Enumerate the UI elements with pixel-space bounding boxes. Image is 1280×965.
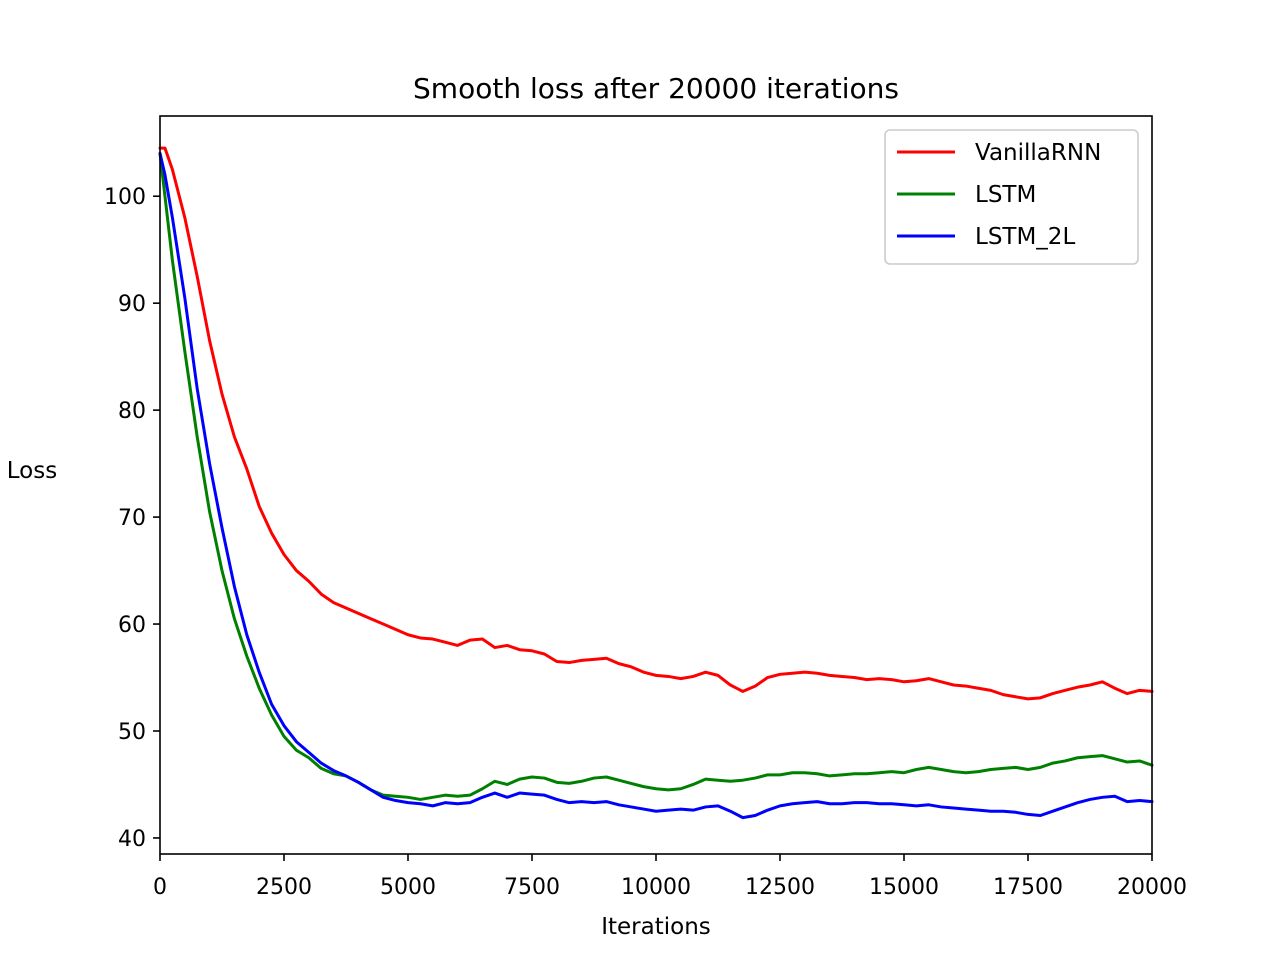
legend-label: LSTM [975,182,1036,208]
y-tick-label: 90 [118,292,146,317]
legend-label: LSTM_2L [975,224,1075,250]
y-axis-label: Loss [7,458,57,484]
y-tick-label: 70 [118,506,146,531]
series-line-lstm-2l [158,151,1154,820]
legend-items: VanillaRNN LSTM LSTM_2L [897,140,1101,250]
y-tick-label: 50 [118,720,146,745]
chart-title: Smooth loss after 20000 iterations [413,72,899,105]
x-tick-label: 20000 [1117,875,1187,900]
x-tick-label: 0 [153,875,167,900]
y-tick-label: 80 [118,399,146,424]
legend: VanillaRNN LSTM LSTM_2L [884,129,1139,265]
y-tick-label: 40 [118,827,146,852]
x-tick-label: 5000 [380,875,436,900]
x-axis: 0 2500 5000 7500 10000 12500 15000 17500 20000 [153,854,1187,900]
x-tick-label: 2500 [256,875,312,900]
legend-box [884,129,1139,265]
y-tick-label: 100 [104,185,146,210]
x-tick-label: 7500 [504,875,560,900]
series-line-lstm [158,151,1154,801]
x-tick-label: 15000 [869,875,939,900]
legend-label: VanillaRNN [975,140,1101,166]
y-axis: 40 50 60 70 80 90 100 [104,185,160,852]
series-line-vanillarnn [158,146,1154,701]
series-layer [158,146,1154,820]
x-tick-label: 10000 [621,875,691,900]
y-tick-label: 60 [118,613,146,638]
x-tick-label: 12500 [745,875,815,900]
x-axis-label: Iterations [601,914,711,940]
x-tick-label: 17500 [993,875,1063,900]
